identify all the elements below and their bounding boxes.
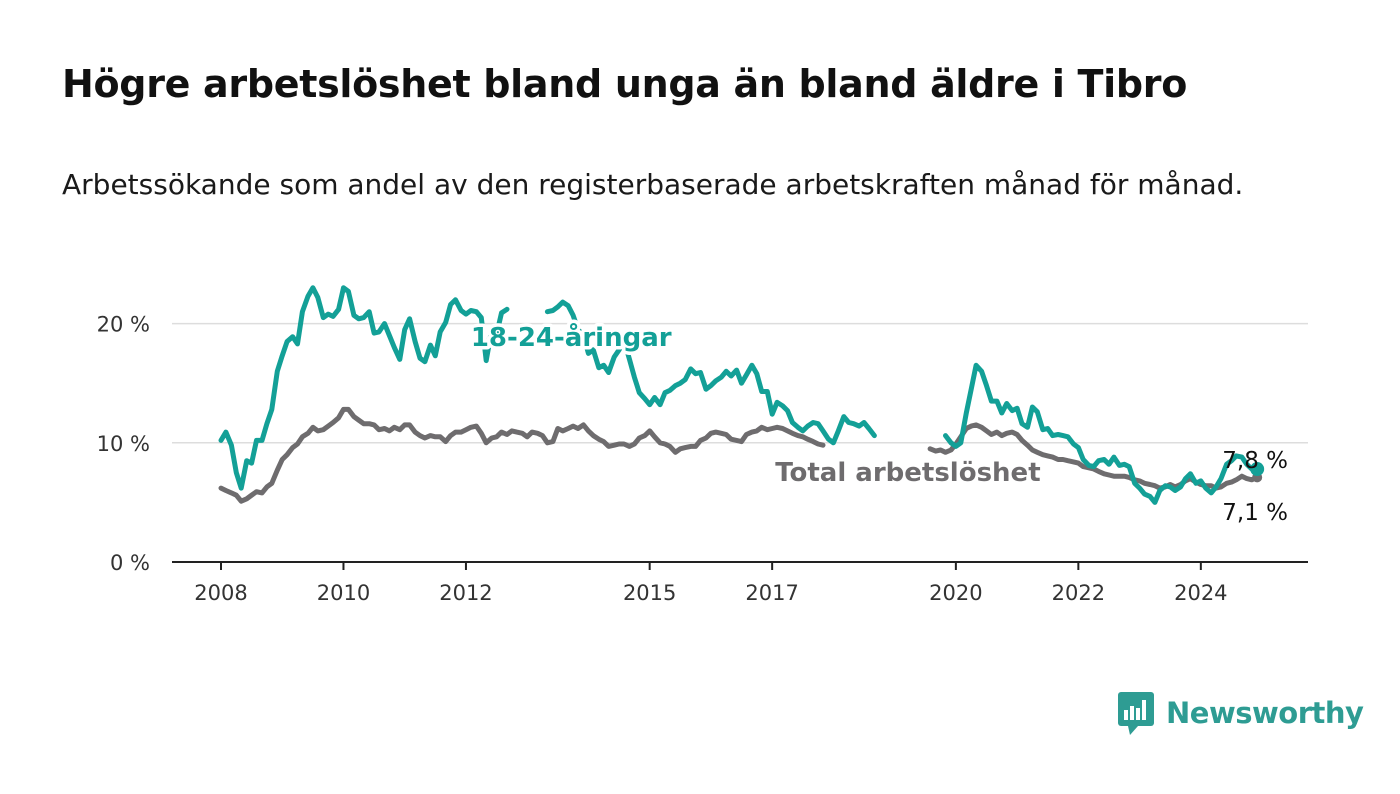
y-tick-label: 10 % [97,432,150,456]
y-tick-label: 20 % [97,313,150,337]
series-line-total [218,406,1260,504]
series-end-marker-youth [1250,462,1265,477]
x-tick-label: 2022 [1052,581,1105,605]
end-value-youth: 7,8 % [1222,448,1288,474]
brand-name: Newsworthy [1166,696,1364,730]
chart-subtitle: Arbetssökande som andel av den registerb… [62,168,1244,201]
series-label-youth: 18-24-åringar [471,321,672,353]
x-axis-ticks: 2008 2010 2012 2015 2017 2020 2022 2024 [194,562,1228,605]
x-tick-label: 2008 [194,581,247,605]
newsworthy-logo-icon [1118,692,1154,735]
y-axis-ticks: 0 % 10 % 20 % [97,313,150,575]
x-tick-label: 2012 [439,581,492,605]
y-tick-label: 0 % [110,551,150,575]
series-label-total: Total arbetslöshet [775,458,1040,488]
x-tick-label: 2015 [623,581,676,605]
series-layer [218,285,1265,505]
end-value-total: 7,1 % [1222,500,1288,526]
newsworthy-brand[interactable]: Newsworthy [1118,690,1364,736]
x-tick-label: 2010 [317,581,370,605]
chart-title: Högre arbetslöshet bland unga än bland ä… [62,62,1188,106]
series-line-youth [218,285,1260,505]
x-tick-label: 2024 [1174,581,1227,605]
series-label-total-halo: Total arbetslöshet [775,458,1040,488]
series-label-youth-halo: 18-24-åringar [471,321,672,353]
x-tick-label: 2020 [929,581,982,605]
x-tick-label: 2017 [745,581,798,605]
